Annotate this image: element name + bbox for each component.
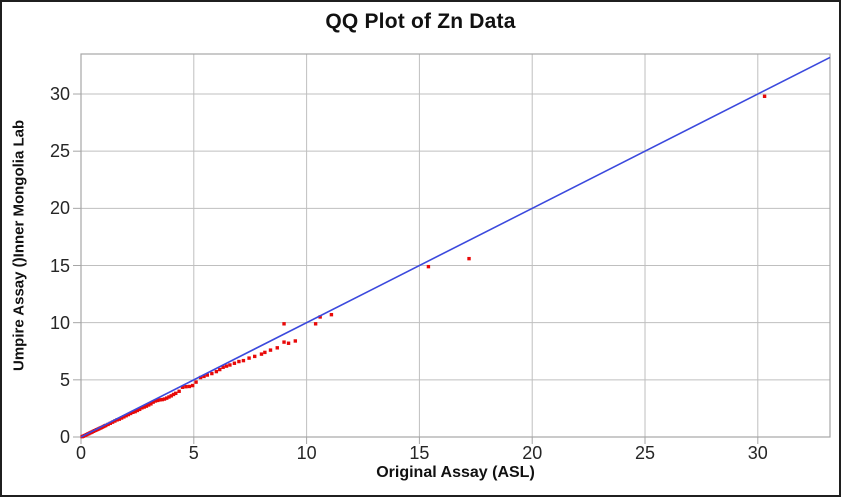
scatter-point	[117, 417, 122, 421]
scatter-point	[137, 407, 142, 412]
scatter-point	[104, 423, 108, 428]
x-tick-label: 25	[634, 443, 656, 463]
scatter-point	[171, 392, 176, 397]
scatter-point	[282, 340, 286, 344]
scatter-point	[221, 365, 225, 369]
y-tick-label: 0	[59, 427, 70, 447]
scatter-point	[241, 358, 246, 363]
y-tick-label: 5	[59, 369, 70, 390]
scatter-point	[135, 408, 140, 413]
x-tick-label: 30	[747, 443, 768, 463]
scatter-point	[253, 354, 257, 359]
scatter-point	[263, 350, 267, 355]
scatter-point	[119, 416, 124, 420]
scatter-point	[187, 384, 191, 389]
scatter-point	[151, 400, 155, 404]
scatter-point	[162, 397, 167, 401]
y-tick-label: 20	[49, 198, 70, 219]
x-axis-title: Original Assay (ASL)	[376, 464, 535, 481]
scatter-point	[247, 356, 251, 360]
scatter-point	[210, 371, 214, 376]
scatter-point	[184, 384, 188, 389]
x-tick-label: 20	[522, 443, 543, 463]
y-tick-label: 15	[49, 255, 70, 276]
scatter-point	[113, 419, 117, 423]
scatter-point	[124, 414, 128, 418]
scatter-point	[318, 315, 322, 319]
scatter-point	[149, 402, 153, 406]
scatter-point	[165, 396, 169, 400]
scatter-point	[131, 410, 135, 415]
scatter-point	[205, 373, 210, 377]
scatter-point	[762, 94, 767, 99]
scatter-point	[126, 412, 131, 417]
scatter-point	[286, 341, 291, 345]
scatter-point	[202, 374, 206, 379]
scatter-point	[194, 380, 198, 384]
scatter-point	[115, 418, 119, 422]
scatter-point	[156, 398, 160, 403]
scatter-point	[174, 391, 178, 396]
scatter-point	[282, 322, 286, 326]
scatter-point	[110, 420, 115, 424]
scatter-point	[259, 352, 264, 356]
scatter-point	[268, 348, 273, 352]
scatter-point	[293, 339, 298, 343]
scatter-point	[198, 375, 203, 380]
scatter-point	[158, 398, 162, 402]
x-tick-label: 5	[188, 443, 199, 463]
y-tick-label: 10	[49, 312, 70, 333]
chart-title: QQ Plot of Zn Data	[325, 10, 516, 33]
scatter-point	[224, 364, 229, 368]
scatter-point	[167, 395, 171, 399]
scatter-point	[146, 403, 151, 407]
y-tick-label: 25	[49, 141, 70, 162]
scatter-point	[177, 389, 181, 393]
scatter-point	[128, 411, 133, 416]
scatter-point	[169, 394, 173, 398]
scatter-point	[190, 383, 195, 388]
x-tick-label: 0	[75, 443, 86, 463]
scatter-point	[237, 359, 241, 364]
scatter-point	[275, 346, 279, 350]
scatter-point	[142, 405, 146, 409]
scatter-point	[214, 369, 219, 374]
scatter-point	[133, 409, 137, 414]
scatter-point	[160, 397, 164, 402]
scatter-point	[153, 399, 158, 403]
identity-line	[80, 56, 831, 438]
scatter-point	[140, 406, 144, 410]
scatter-point	[313, 322, 318, 326]
scatter-point	[106, 422, 110, 427]
scatter-point	[228, 363, 232, 367]
scatter-point	[144, 404, 149, 408]
scatter-point	[108, 421, 113, 425]
x-tick-label: 15	[409, 443, 430, 463]
y-axis-title: Umpire Assay ()Inner Mongolia Lab	[10, 119, 28, 372]
chart-canvas	[73, 53, 831, 444]
y-tick-label: 30	[49, 84, 70, 104]
scatter-point	[218, 367, 222, 372]
plot-border	[80, 53, 831, 438]
scatter-point	[122, 415, 126, 419]
scatter-point	[232, 361, 237, 365]
scatter-point	[467, 256, 471, 261]
x-tick-label: 10	[296, 443, 317, 463]
scatter-point	[329, 312, 334, 317]
scatter-point	[426, 264, 431, 269]
scatter-point	[180, 385, 185, 389]
